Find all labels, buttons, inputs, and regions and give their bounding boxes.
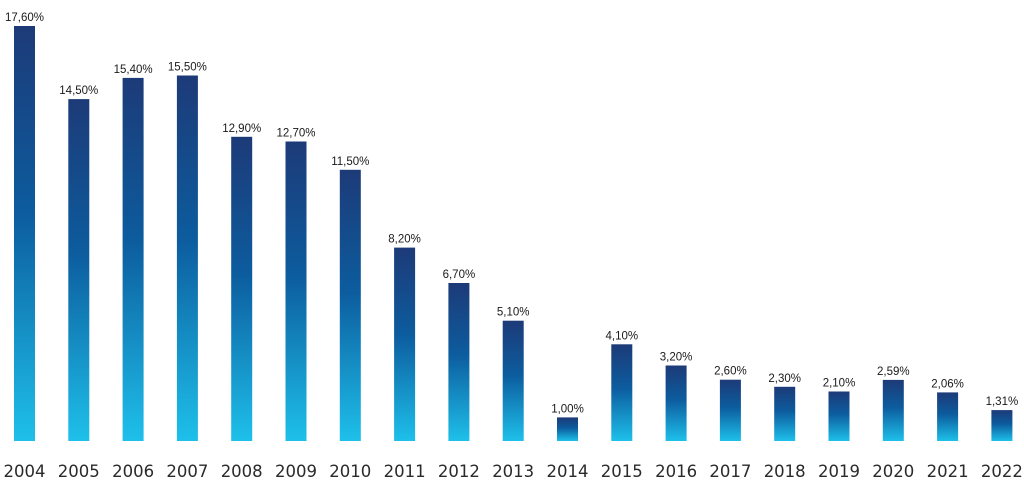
x-tick-label-2020: 2020	[872, 462, 914, 481]
value-label-2018: 2,30%	[768, 373, 801, 385]
value-label-2016: 3,20%	[660, 352, 693, 364]
value-label-2009: 12,70%	[276, 128, 315, 140]
bar-2013	[502, 320, 524, 441]
bar-2020	[882, 379, 904, 441]
bar-2007	[176, 75, 198, 441]
x-tick-label-2021: 2021	[927, 462, 969, 481]
bar-2018	[774, 386, 796, 441]
x-tick-label-2016: 2016	[655, 462, 697, 481]
x-tick-label-2013: 2013	[492, 462, 534, 481]
bar-2011	[394, 247, 416, 441]
x-tick-label-2019: 2019	[818, 462, 860, 481]
value-label-2013: 5,10%	[497, 307, 530, 319]
value-label-2014: 1,00%	[551, 403, 584, 415]
value-label-2008: 12,90%	[222, 123, 261, 135]
x-tick-label-2010: 2010	[329, 462, 371, 481]
x-tick-label-2004: 2004	[4, 462, 46, 481]
x-tick-label-2006: 2006	[112, 462, 154, 481]
value-label-2012: 6,70%	[443, 269, 476, 281]
x-tick-label-2018: 2018	[764, 462, 806, 481]
x-axis-tick-labels: 2004 2005 2006 2007 2008 2009 2010 2011 2012 2013…	[4, 462, 1023, 481]
bar-2016	[665, 365, 687, 441]
x-tick-label-2015: 2015	[601, 462, 643, 481]
bar-2009	[285, 141, 307, 441]
x-tick-label-2007: 2007	[166, 462, 208, 481]
bar-2017	[719, 379, 741, 441]
bar-2019	[828, 391, 850, 441]
bar-2022	[991, 410, 1013, 441]
bars-layer	[14, 26, 1013, 442]
x-tick-label-2017: 2017	[709, 462, 751, 481]
x-tick-label-2009: 2009	[275, 462, 317, 481]
value-label-2010: 11,50%	[331, 156, 369, 168]
value-label-2020: 2,59%	[877, 366, 910, 378]
value-label-2004: 17,60%	[5, 12, 44, 24]
bar-2015	[611, 344, 633, 441]
value-label-2006: 15,40%	[114, 64, 153, 76]
x-tick-label-2005: 2005	[58, 462, 100, 481]
x-tick-label-2011: 2011	[384, 462, 426, 481]
bar-2010	[339, 169, 361, 442]
bar-2004	[14, 26, 35, 441]
bar-2012	[448, 283, 470, 441]
bar-2014	[557, 417, 578, 441]
value-label-2011: 8,20%	[388, 234, 421, 246]
value-label-2021: 2,06%	[931, 378, 964, 390]
value-label-2022: 1,31%	[986, 396, 1019, 408]
x-tick-label-2022: 2022	[981, 462, 1023, 481]
value-label-2019: 2,10%	[823, 378, 856, 390]
value-labels-layer: 17,60% 14,50% 15,40% 15,50% 12,90% 12,70% 11,5…	[5, 12, 1018, 415]
value-label-2007: 15,50%	[168, 62, 207, 74]
bar-2005	[68, 99, 90, 441]
value-label-2015: 4,10%	[605, 330, 638, 342]
bar-2006	[122, 77, 144, 442]
x-tick-label-2012: 2012	[438, 462, 480, 481]
x-tick-label-2008: 2008	[221, 462, 263, 481]
value-label-2005: 14,50%	[59, 85, 98, 97]
x-tick-label-2014: 2014	[547, 462, 589, 481]
bar-2021	[937, 392, 959, 441]
value-label-2017: 2,60%	[714, 366, 747, 378]
bar-2008	[231, 136, 253, 442]
